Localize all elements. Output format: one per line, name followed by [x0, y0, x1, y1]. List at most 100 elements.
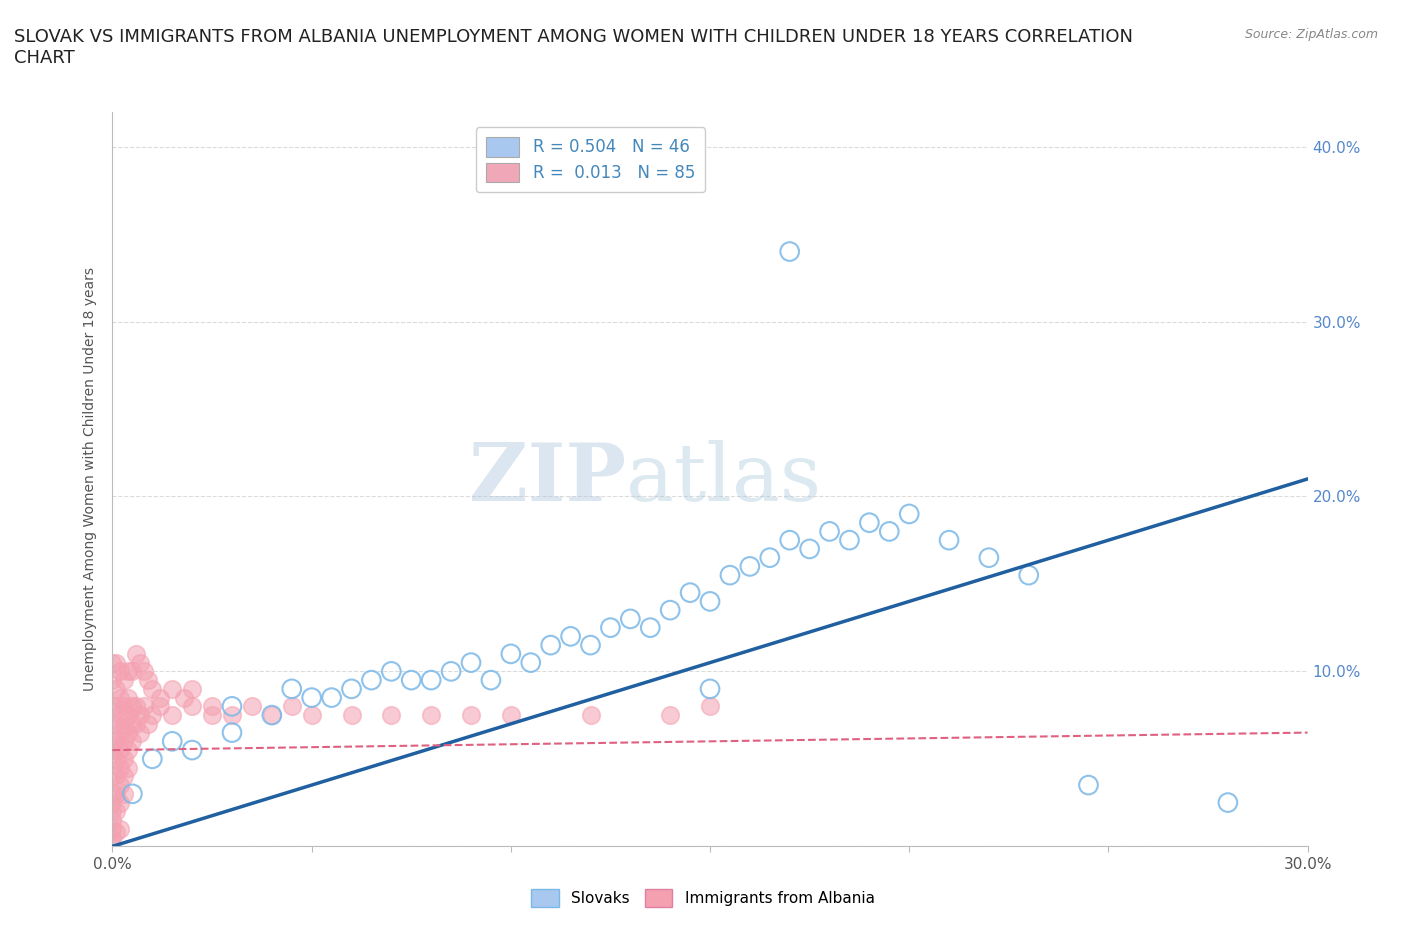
Point [101, 734, 124, 749]
Point [101, 769, 124, 784]
Point [420, 708, 443, 723]
Point [401, 672, 423, 687]
Point [110, 743, 132, 758]
Point [101, 787, 124, 802]
Y-axis label: Unemployment Among Women with Children Under 18 years: Unemployment Among Women with Children U… [83, 267, 97, 691]
Point [301, 690, 323, 705]
Point [173, 690, 195, 705]
Point [105, 699, 128, 714]
Point [221, 725, 243, 740]
Text: SLOVAK VS IMMIGRANTS FROM ALBANIA UNEMPLOYMENT AMONG WOMEN WITH CHILDREN UNDER 1: SLOVAK VS IMMIGRANTS FROM ALBANIA UNEMPL… [14, 28, 1133, 67]
Point [105, 787, 128, 802]
Point [560, 629, 582, 644]
Point [101, 821, 124, 836]
Text: Source: ZipAtlas.com: Source: ZipAtlas.com [1244, 28, 1378, 41]
Point [105, 716, 128, 731]
Point [101, 699, 124, 714]
Point [110, 795, 132, 810]
Point [141, 708, 163, 723]
Point [181, 682, 204, 697]
Point [977, 551, 1000, 565]
Point [105, 656, 128, 671]
Point [260, 708, 283, 723]
Point [105, 769, 128, 784]
Point [679, 585, 702, 600]
Point [1018, 567, 1040, 582]
Point [619, 611, 641, 626]
Point [138, 716, 160, 731]
Point [201, 708, 224, 723]
Point [110, 725, 132, 740]
Point [599, 620, 621, 635]
Point [105, 734, 128, 749]
Point [360, 672, 382, 687]
Point [759, 551, 782, 565]
Point [321, 690, 343, 705]
Point [110, 760, 132, 775]
Point [779, 533, 801, 548]
Point [799, 541, 821, 556]
Point [738, 559, 761, 574]
Point [114, 769, 135, 784]
Point [138, 672, 160, 687]
Point [114, 751, 135, 766]
Legend: R = 0.504   N = 46, R =  0.013   N = 85: R = 0.504 N = 46, R = 0.013 N = 85 [477, 127, 704, 193]
Point [162, 682, 183, 697]
Point [460, 708, 482, 723]
Text: ZIP: ZIP [470, 440, 627, 518]
Point [460, 656, 482, 671]
Point [149, 690, 172, 705]
Point [659, 603, 682, 618]
Point [101, 716, 124, 731]
Point [420, 672, 443, 687]
Point [659, 708, 682, 723]
Point [141, 682, 163, 697]
Point [121, 699, 143, 714]
Point [129, 708, 152, 723]
Point [699, 682, 721, 697]
Point [121, 716, 143, 731]
Point [117, 708, 139, 723]
Point [129, 656, 152, 671]
Point [1216, 795, 1239, 810]
Point [281, 699, 304, 714]
Point [117, 743, 139, 758]
Point [301, 708, 323, 723]
Point [110, 664, 132, 679]
Point [101, 751, 124, 766]
Point [101, 804, 124, 818]
Point [110, 708, 132, 723]
Point [114, 787, 135, 802]
Point [121, 734, 143, 749]
Point [101, 672, 124, 687]
Point [579, 708, 602, 723]
Point [101, 830, 124, 845]
Point [105, 751, 128, 766]
Point [101, 656, 124, 671]
Point [101, 839, 124, 854]
Point [162, 734, 183, 749]
Point [240, 699, 263, 714]
Point [181, 699, 204, 714]
Point [114, 734, 135, 749]
Point [201, 699, 224, 714]
Point [221, 708, 243, 723]
Point [181, 743, 204, 758]
Point [114, 672, 135, 687]
Point [125, 699, 148, 714]
Point [141, 751, 163, 766]
Point [117, 664, 139, 679]
Point [879, 524, 901, 538]
Point [499, 646, 522, 661]
Point [110, 690, 132, 705]
Point [779, 244, 801, 259]
Point [134, 699, 156, 714]
Point [105, 804, 128, 818]
Point [340, 682, 363, 697]
Point [125, 716, 148, 731]
Point [114, 699, 135, 714]
Point [479, 672, 502, 687]
Point [838, 533, 860, 548]
Point [380, 664, 402, 679]
Point [149, 699, 172, 714]
